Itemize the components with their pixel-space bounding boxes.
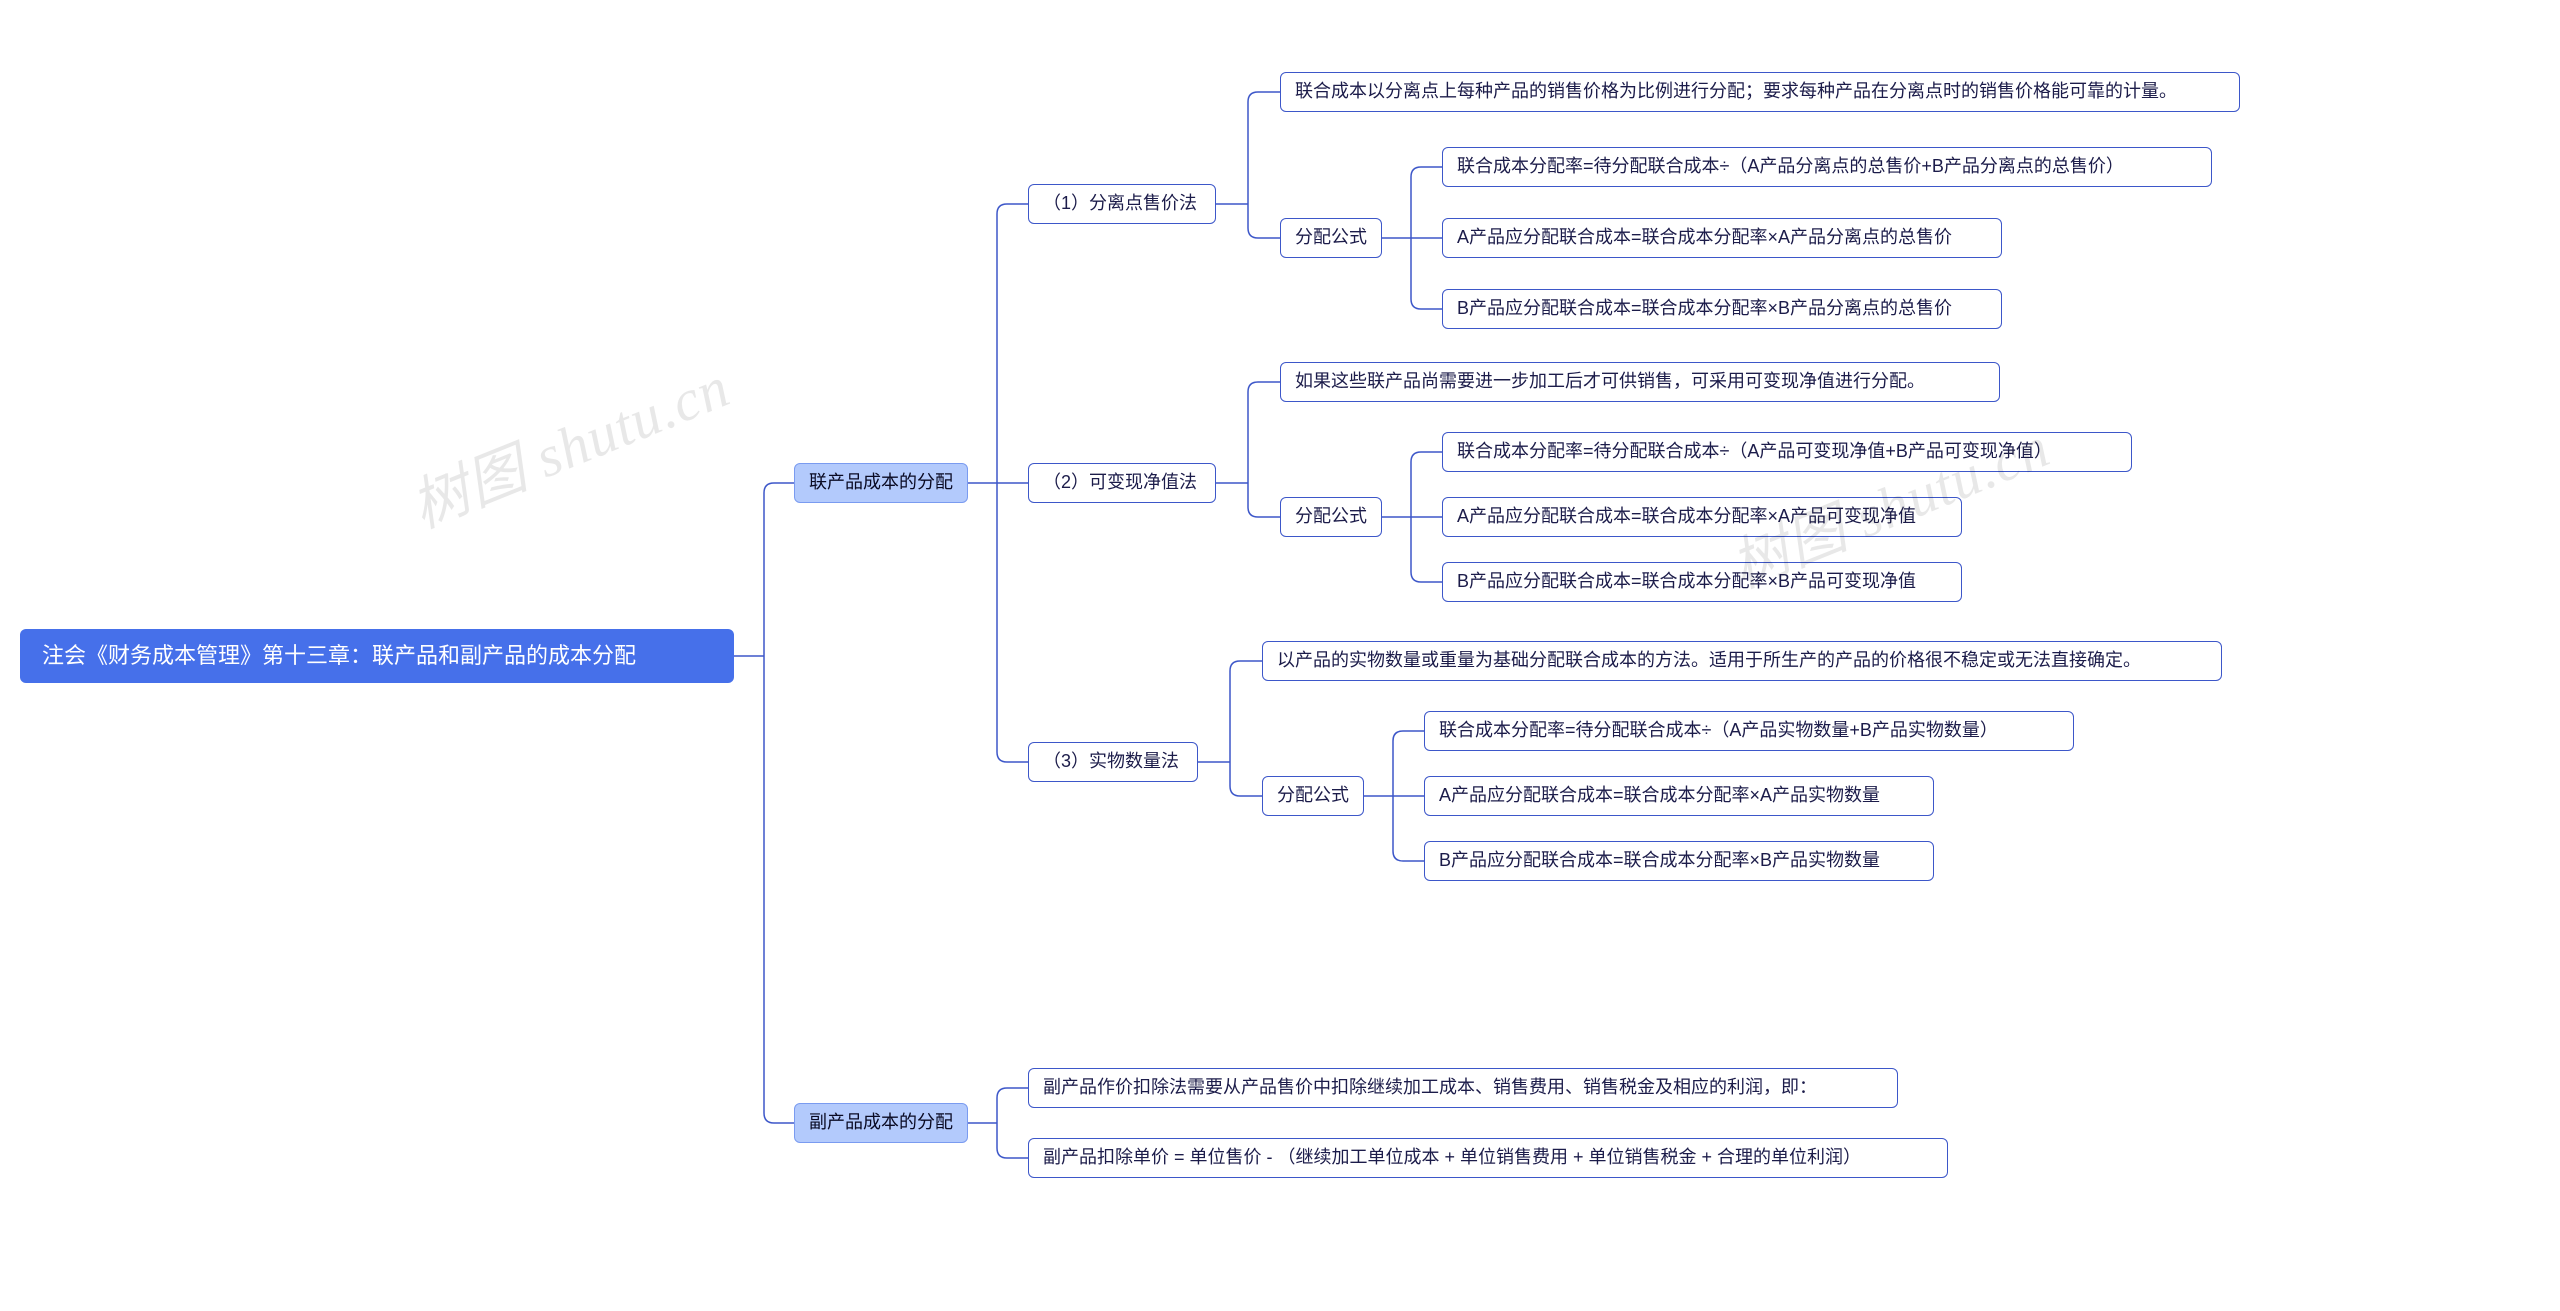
mindmap-node[interactable]: 如果这些联产品尚需要进一步加工后才可供销售，可采用可变现净值进行分配。 bbox=[1280, 362, 2000, 402]
node-label: 分配公式 bbox=[1295, 504, 1367, 529]
connector bbox=[1248, 483, 1280, 517]
node-label: 分配公式 bbox=[1295, 225, 1367, 250]
connector bbox=[1393, 796, 1424, 861]
node-label: 注会《财务成本管理》第十三章：联产品和副产品的成本分配 bbox=[42, 641, 636, 672]
mindmap-node[interactable]: B产品应分配联合成本=联合成本分配率×B产品分离点的总售价 bbox=[1442, 289, 2002, 329]
node-label: 联产品成本的分配 bbox=[809, 470, 953, 495]
connector bbox=[1248, 92, 1280, 204]
node-label: 联合成本以分离点上每种产品的销售价格为比例进行分配；要求每种产品在分离点时的销售… bbox=[1295, 79, 2177, 104]
node-label: 联合成本分配率=待分配联合成本÷（A产品可变现净值+B产品可变现净值） bbox=[1457, 439, 2052, 464]
node-label: 分配公式 bbox=[1277, 783, 1349, 808]
mindmap-node[interactable]: 联合成本以分离点上每种产品的销售价格为比例进行分配；要求每种产品在分离点时的销售… bbox=[1280, 72, 2240, 112]
node-label: 以产品的实物数量或重量为基础分配联合成本的方法。适用于所生产的产品的价格很不稳定… bbox=[1277, 648, 2141, 673]
node-label: （2）可变现净值法 bbox=[1043, 470, 1197, 495]
mindmap-node[interactable]: B产品应分配联合成本=联合成本分配率×B产品可变现净值 bbox=[1442, 562, 1962, 602]
connector bbox=[764, 656, 794, 1123]
node-label: 联合成本分配率=待分配联合成本÷（A产品实物数量+B产品实物数量） bbox=[1439, 718, 1998, 743]
mindmap-node[interactable]: 副产品成本的分配 bbox=[794, 1103, 968, 1143]
mindmap-node[interactable]: A产品应分配联合成本=联合成本分配率×A产品实物数量 bbox=[1424, 776, 1934, 816]
node-label: A产品应分配联合成本=联合成本分配率×A产品可变现净值 bbox=[1457, 504, 1916, 529]
mindmap-node[interactable]: 副产品扣除单价 = 单位售价 - （继续加工单位成本 + 单位销售费用 + 单位… bbox=[1028, 1138, 1948, 1178]
mindmap-node[interactable]: 联合成本分配率=待分配联合成本÷（A产品可变现净值+B产品可变现净值） bbox=[1442, 432, 2132, 472]
node-label: （3）实物数量法 bbox=[1043, 749, 1179, 774]
connector bbox=[1411, 452, 1442, 517]
mindmap-node[interactable]: （3）实物数量法 bbox=[1028, 742, 1198, 782]
mindmap-node[interactable]: B产品应分配联合成本=联合成本分配率×B产品实物数量 bbox=[1424, 841, 1934, 881]
node-label: B产品应分配联合成本=联合成本分配率×B产品实物数量 bbox=[1439, 848, 1880, 873]
mindmap-node[interactable]: 以产品的实物数量或重量为基础分配联合成本的方法。适用于所生产的产品的价格很不稳定… bbox=[1262, 641, 2222, 681]
mindmap-node[interactable]: （2）可变现净值法 bbox=[1028, 463, 1216, 503]
node-label: 联合成本分配率=待分配联合成本÷（A产品分离点的总售价+B产品分离点的总售价） bbox=[1457, 154, 2124, 179]
connector bbox=[1230, 762, 1262, 796]
mindmap-node[interactable]: 联产品成本的分配 bbox=[794, 463, 968, 503]
node-label: 副产品作价扣除法需要从产品售价中扣除继续加工成本、销售费用、销售税金及相应的利润… bbox=[1043, 1075, 1817, 1100]
node-label: （1）分离点售价法 bbox=[1043, 191, 1197, 216]
mindmap-node[interactable]: 联合成本分配率=待分配联合成本÷（A产品分离点的总售价+B产品分离点的总售价） bbox=[1442, 147, 2212, 187]
mindmap-root[interactable]: 注会《财务成本管理》第十三章：联产品和副产品的成本分配 bbox=[20, 629, 734, 683]
connector bbox=[1411, 167, 1442, 238]
node-label: 副产品扣除单价 = 单位售价 - （继续加工单位成本 + 单位销售费用 + 单位… bbox=[1043, 1145, 1861, 1170]
connector bbox=[764, 483, 794, 656]
watermark: 树图 shutu.cn bbox=[397, 340, 740, 544]
connector bbox=[997, 1123, 1028, 1158]
node-label: A产品应分配联合成本=联合成本分配率×A产品实物数量 bbox=[1439, 783, 1880, 808]
connector bbox=[997, 483, 1028, 762]
node-label: B产品应分配联合成本=联合成本分配率×B产品可变现净值 bbox=[1457, 569, 1916, 594]
connector bbox=[1393, 731, 1424, 796]
connector bbox=[997, 1088, 1028, 1123]
mindmap-node[interactable]: 分配公式 bbox=[1280, 497, 1382, 537]
node-label: B产品应分配联合成本=联合成本分配率×B产品分离点的总售价 bbox=[1457, 296, 1952, 321]
mindmap-node[interactable]: A产品应分配联合成本=联合成本分配率×A产品分离点的总售价 bbox=[1442, 218, 2002, 258]
connector bbox=[1248, 382, 1280, 483]
node-label: 如果这些联产品尚需要进一步加工后才可供销售，可采用可变现净值进行分配。 bbox=[1295, 369, 1925, 394]
mindmap-node[interactable]: 分配公式 bbox=[1280, 218, 1382, 258]
connector bbox=[1411, 517, 1442, 582]
connector bbox=[997, 204, 1028, 483]
connector bbox=[1411, 238, 1442, 309]
mindmap-node[interactable]: 分配公式 bbox=[1262, 776, 1364, 816]
mindmap-node[interactable]: 联合成本分配率=待分配联合成本÷（A产品实物数量+B产品实物数量） bbox=[1424, 711, 2074, 751]
node-label: 副产品成本的分配 bbox=[809, 1110, 953, 1135]
mindmap-node[interactable]: A产品应分配联合成本=联合成本分配率×A产品可变现净值 bbox=[1442, 497, 1962, 537]
mindmap-node[interactable]: （1）分离点售价法 bbox=[1028, 184, 1216, 224]
node-label: A产品应分配联合成本=联合成本分配率×A产品分离点的总售价 bbox=[1457, 225, 1952, 250]
connector bbox=[1248, 204, 1280, 238]
mindmap-node[interactable]: 副产品作价扣除法需要从产品售价中扣除继续加工成本、销售费用、销售税金及相应的利润… bbox=[1028, 1068, 1898, 1108]
connector bbox=[1230, 661, 1262, 762]
